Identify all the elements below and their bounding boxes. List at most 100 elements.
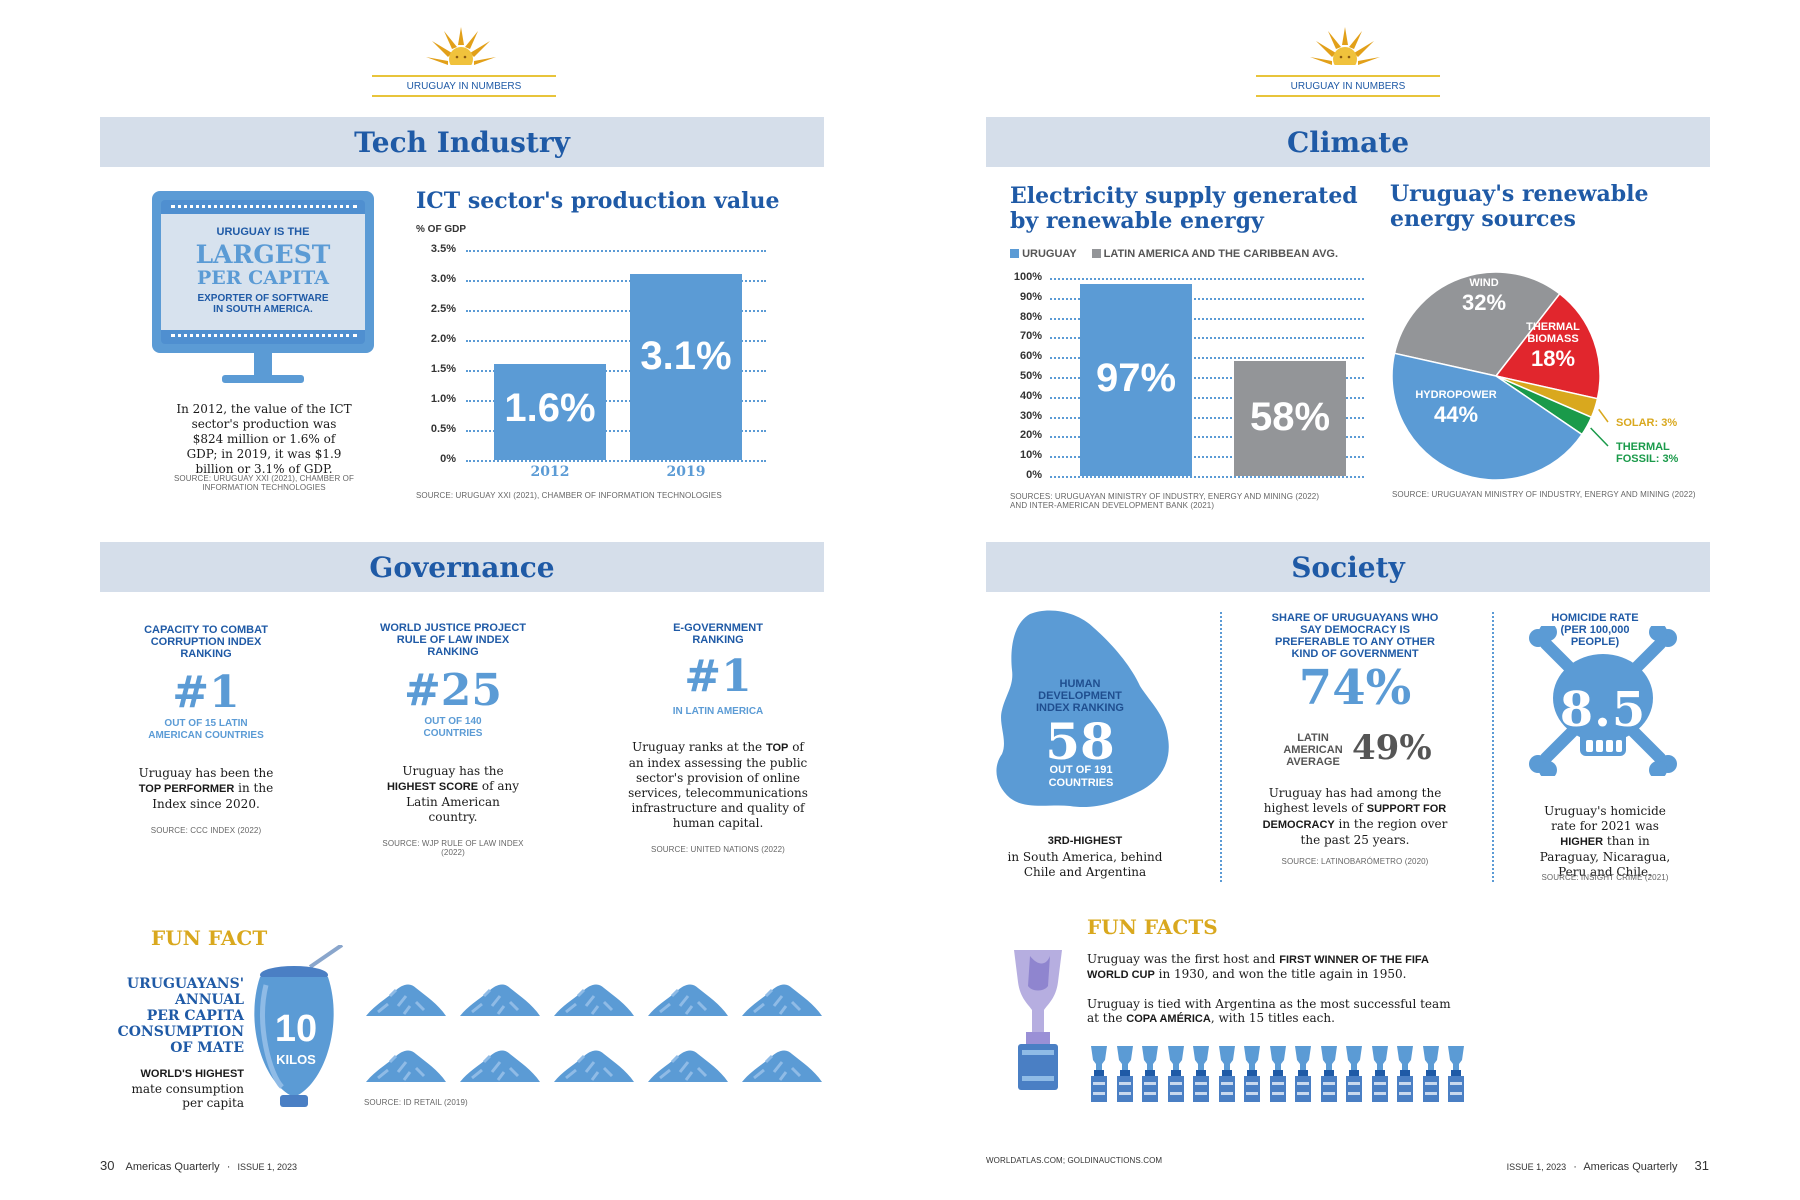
- hdi-sub: OUT OF 191 COUNTRIES: [1048, 764, 1114, 789]
- ren-ytick: 70%: [1019, 330, 1042, 343]
- tech-industry-banner: Tech Industry: [100, 117, 824, 167]
- right-sep: ·: [1573, 1161, 1577, 1173]
- pie-label-name: HYDROPOWER: [1415, 389, 1496, 401]
- pie-source: SOURCE: URUGUAYAN MINISTRY OF INDUSTRY, …: [1392, 490, 1696, 499]
- wjp-text-bold: HIGHEST SCORE: [386, 781, 479, 793]
- pie-label-name: THERMAL: [1526, 321, 1580, 333]
- monitor-dots-bottom: [171, 334, 357, 338]
- dem-lat-label: LATIN AMERICAN AVERAGE: [1283, 732, 1343, 768]
- dem-text-bold: SUPPORT FOR DEMOCRACY: [1262, 803, 1447, 831]
- copa-trophy-icon: [1292, 1044, 1314, 1104]
- dem-value: 74%: [1298, 660, 1412, 716]
- ccc-text: Uruguay has been the TOP PERFORMER in th…: [126, 766, 286, 812]
- wjp-text-pre: Uruguay has the: [402, 764, 504, 778]
- ren-ytick: 30%: [1019, 409, 1042, 422]
- skull-crossbones-icon: [1529, 626, 1677, 776]
- right-page-number: 31: [1694, 1158, 1709, 1173]
- ren-ytick: 10%: [1019, 449, 1042, 462]
- pie-slice-wind: [1393, 271, 1561, 377]
- ren-ytick: 0%: [1026, 469, 1042, 481]
- copa-trophy-icon: [1420, 1044, 1442, 1104]
- pie-leader-line: [1598, 408, 1609, 423]
- pie-title: Uruguay's renewable energy sources: [1390, 182, 1648, 232]
- hom-heading: HOMICIDE RATE (PER 100,000 PEOPLE): [1551, 612, 1639, 648]
- mate-line-4: CONSUMPTION: [117, 1024, 244, 1040]
- monitor-dots-top: [171, 205, 357, 209]
- dem-text-pre: Uruguay has had among the highest levels…: [1263, 786, 1442, 815]
- ren-gridline: [1050, 436, 1364, 439]
- fun-fact-2-pre: Uruguay is tied with Argentina as the mo…: [1087, 997, 1451, 1025]
- pie-title-2: energy sources: [1390, 206, 1576, 232]
- egov-source: SOURCE: UNITED NATIONS (2022): [651, 845, 785, 854]
- left-sep: ·: [226, 1161, 231, 1173]
- left-page-footer: 30 Americas Quarterly · ISSUE 1, 2023: [100, 1158, 297, 1173]
- wjp-source: SOURCE: WJP RULE OF LAW INDEX (2022): [382, 839, 524, 857]
- copa-trophy-icon: [1394, 1044, 1416, 1104]
- mate-rest-2: per capita: [182, 1096, 244, 1110]
- dem-text-post: in the region over the past 25 years.: [1300, 817, 1448, 847]
- sun-logo-icon-right: [1308, 27, 1382, 69]
- copa-trophy-icon: [1267, 1044, 1289, 1104]
- left-page-number: 30: [100, 1158, 115, 1173]
- ren-ytick: 100%: [1013, 271, 1042, 283]
- mate-line-2: ANNUAL: [175, 992, 244, 1008]
- renewable-bar-title: Electricity supply generated by renewabl…: [1010, 184, 1358, 234]
- ict-gridline: [466, 280, 766, 282]
- fun-fact-1-post: in 1930, and won the title again in 1950…: [1154, 967, 1407, 981]
- ccc-sub: OUT OF 15 LATIN AMERICAN COUNTRIES: [148, 718, 264, 741]
- governance-title: Governance: [369, 550, 555, 584]
- mate-pile-icon: [458, 976, 542, 1018]
- pie-title-1: Uruguay's renewable: [1390, 181, 1649, 207]
- ccc-text-pre: Uruguay has been the: [138, 766, 274, 780]
- fun-facts-title: FUN FACTS: [1087, 915, 1218, 939]
- mate-pile-icon: [646, 976, 730, 1018]
- ren-gridline: [1050, 377, 1364, 379]
- ren-gridline: [1050, 476, 1364, 478]
- ict-gridline: [466, 460, 766, 462]
- mate-stat-text: URUGUAYANS' ANNUAL PER CAPITA CONSUMPTIO…: [108, 976, 244, 1056]
- dem-source: SOURCE: LATINOBARÓMETRO (2020): [1281, 857, 1429, 866]
- ict-chart-source: SOURCE: URUGUAY XXI (2021), CHAMBER OF I…: [416, 491, 722, 500]
- mate-cup-value: 10: [274, 1008, 318, 1050]
- egov-text-post: of an index assessing the public sector'…: [628, 740, 808, 830]
- society-banner: Society: [986, 542, 1710, 592]
- copa-trophy-icon: [1139, 1044, 1161, 1104]
- egov-heading: E-GOVERNMENT RANKING: [673, 622, 763, 646]
- ict-x-label: 2012: [530, 464, 570, 480]
- divider-1: [1220, 612, 1222, 882]
- pie-outside-label: SOLAR: 3%: [1616, 417, 1677, 429]
- mate-line-3: PER CAPITA: [146, 1008, 244, 1024]
- renewable-source-1: SOURCES: URUGUAYAN MINISTRY OF INDUSTRY,…: [1010, 492, 1320, 501]
- dem-heading: SHARE OF URUGUAYANS WHO SAY DEMOCRACY IS…: [1271, 612, 1439, 660]
- ccc-rank: #1: [172, 667, 240, 718]
- dem-text: Uruguay has had among the highest levels…: [1262, 786, 1448, 848]
- copa-trophy-icon: [1190, 1044, 1212, 1104]
- mate-pile-icon: [552, 1042, 636, 1084]
- pie-label-name: WIND: [1469, 277, 1498, 289]
- ict-ytick: 1.5%: [430, 363, 456, 375]
- wjp-sub: OUT OF 140 COUNTRIES: [423, 716, 483, 739]
- ict-source-left: SOURCE: URUGUAY XXI (2021), CHAMBER OF I…: [174, 474, 354, 492]
- pie-label-value: 44%: [1434, 402, 1478, 427]
- monitor-panel: URUGUAY IS THE LARGEST PER CAPITA EXPORT…: [161, 214, 365, 330]
- monitor-line-1: URUGUAY IS THE: [216, 226, 310, 238]
- ccc-text-post: in the Index since 2020.: [152, 781, 274, 811]
- photo-credits: WORLDATLAS.COM; GOLDINAUCTIONS.COM: [986, 1156, 1163, 1165]
- sun-logo-icon: [424, 27, 498, 69]
- mate-pile-icon: [740, 976, 824, 1018]
- copa-trophy-icon: [1165, 1044, 1187, 1104]
- ict-gridline: [466, 430, 766, 432]
- ccc-heading: CAPACITY TO COMBAT CORRUPTION INDEX RANK…: [144, 624, 268, 660]
- governance-item-egov: E-GOVERNMENT RANKING #1 IN LATIN AMERICA…: [628, 622, 808, 854]
- ict-gridline: [466, 370, 766, 372]
- ict-gridline: [466, 400, 766, 402]
- pie-label-name: BIOMASS: [1527, 333, 1578, 345]
- divider-2: [1492, 612, 1494, 882]
- fun-fact-1-bold: FIRST WINNER OF THE FIFA WORLD CUP: [1087, 954, 1429, 981]
- wjp-heading: WORLD JUSTICE PROJECT RULE OF LAW INDEX …: [379, 622, 527, 658]
- legend-latam: LATIN AMERICA AND THE CARIBBEAN AVG.: [1103, 248, 1339, 260]
- ccc-text-bold: TOP PERFORMER: [138, 783, 235, 795]
- wjp-rank: #25: [403, 665, 503, 716]
- mate-line-5: OF MATE: [170, 1040, 244, 1056]
